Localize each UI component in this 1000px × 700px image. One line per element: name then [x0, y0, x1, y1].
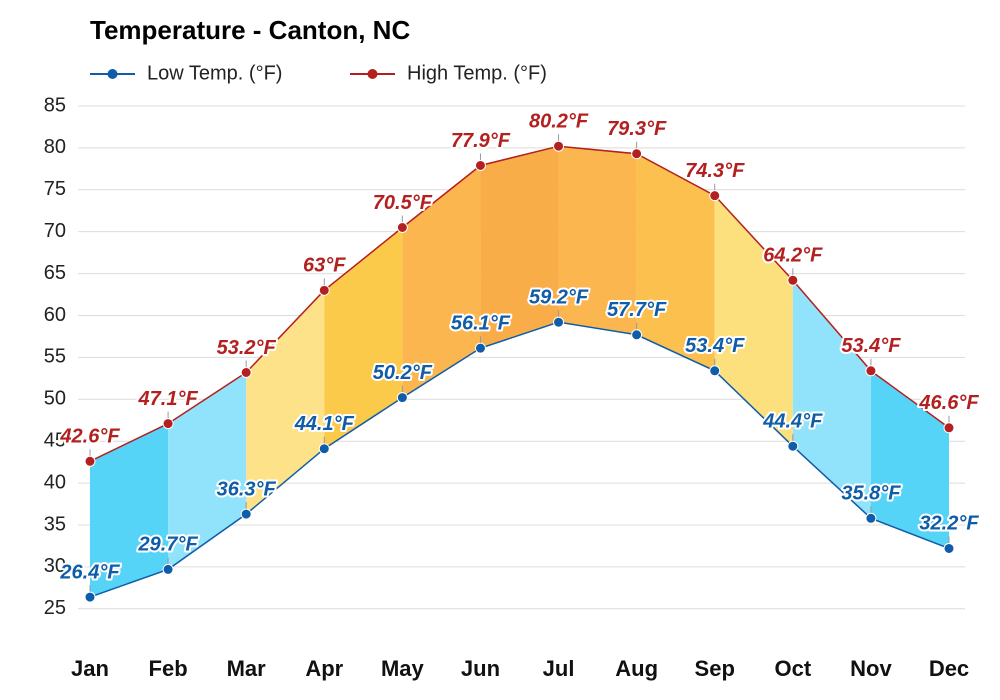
y-tick-label: 70 [44, 220, 66, 242]
data-label: 44.1°F [294, 413, 355, 435]
data-label: 46.6°F [918, 392, 979, 414]
y-tick-label: 75 [44, 178, 66, 200]
data-point [162, 418, 174, 430]
data-label: 42.6°F [59, 426, 120, 448]
series-line [89, 321, 950, 598]
x-tick-label: Oct [774, 656, 811, 681]
data-point [474, 342, 486, 354]
y-tick-label: 45 [44, 429, 66, 451]
data-label: 53.4°F [841, 335, 901, 357]
data-label: 35.8°F [841, 483, 901, 505]
data-point [84, 455, 96, 467]
x-tick-label: Jul [543, 656, 575, 681]
x-tick-label: Sep [695, 656, 735, 681]
data-label: 26.4°F [59, 561, 120, 583]
y-tick-label: 30 [44, 555, 66, 577]
data-point [865, 365, 877, 377]
range-band [246, 290, 325, 515]
data-point [865, 512, 877, 524]
data-point [396, 392, 408, 404]
data-label: 29.7°F [138, 534, 199, 556]
data-label: 64.2°F [763, 245, 823, 267]
data-label: 59.2°F [529, 286, 589, 308]
y-tick-label: 55 [44, 346, 66, 368]
legend-label: Low Temp. (°F) [147, 62, 282, 84]
data-label: 63°F [303, 255, 346, 277]
data-label: 77.9°F [451, 130, 511, 152]
data-label: 44.4°F [762, 411, 823, 433]
data-label: 79.3°F [607, 118, 667, 140]
data-label: 74.3°F [685, 160, 745, 182]
data-label: 32.2°F [919, 513, 979, 535]
data-label: 56.1°F [451, 312, 511, 334]
range-band [168, 372, 247, 570]
range-band [90, 423, 169, 598]
data-point [240, 508, 252, 520]
x-tick-label: Feb [149, 656, 188, 681]
data-point [396, 221, 408, 233]
series-line [89, 145, 950, 462]
range-band [402, 165, 481, 398]
data-point [553, 140, 565, 152]
range-band [324, 227, 403, 449]
data-label: 50.2°F [373, 362, 433, 384]
y-tick-label: 85 [44, 94, 66, 116]
legend-marker [107, 69, 118, 79]
legend-label: High Temp. (°F) [407, 62, 547, 84]
x-tick-label: Mar [227, 656, 267, 681]
x-tick-label: Dec [929, 656, 969, 681]
y-tick-label: 60 [44, 304, 66, 326]
legend-marker [367, 69, 378, 79]
chart-title: Temperature - Canton, NC [90, 15, 410, 45]
y-tick-label: 40 [44, 471, 66, 493]
data-point [787, 274, 799, 286]
data-point [553, 316, 565, 328]
data-label: 36.3°F [217, 478, 277, 500]
y-tick-label: 25 [44, 597, 66, 619]
data-point [84, 591, 96, 603]
data-label: 80.2°F [529, 110, 589, 132]
data-label: 70.5°F [373, 192, 433, 214]
x-tick-label: Jun [461, 656, 500, 681]
range-band [636, 153, 715, 371]
data-label: 53.4°F [685, 335, 745, 357]
data-point [318, 443, 330, 455]
data-point [787, 440, 799, 452]
range-band [480, 146, 559, 349]
data-point [474, 159, 486, 171]
data-point [943, 542, 955, 554]
data-point [631, 148, 643, 160]
range-band [870, 370, 949, 549]
x-tick-label: May [381, 656, 425, 681]
data-label: 57.7°F [607, 299, 667, 321]
x-tick-label: Nov [850, 656, 892, 681]
data-point [162, 563, 174, 575]
x-tick-label: Aug [615, 656, 658, 681]
range-band [714, 195, 793, 447]
data-label: 53.2°F [217, 337, 277, 359]
y-tick-label: 50 [44, 388, 66, 410]
data-point [709, 190, 721, 202]
data-label: 47.1°F [138, 388, 199, 410]
data-point [240, 366, 252, 378]
data-point [943, 422, 955, 434]
data-point [631, 329, 643, 341]
range-band [792, 280, 871, 519]
data-point [318, 284, 330, 296]
data-point [709, 365, 721, 377]
y-tick-label: 65 [44, 262, 66, 284]
y-tick-label: 35 [44, 513, 66, 535]
range-band [558, 146, 637, 335]
y-tick-label: 80 [44, 136, 66, 158]
x-tick-label: Apr [305, 656, 343, 681]
x-tick-label: Jan [71, 656, 109, 681]
